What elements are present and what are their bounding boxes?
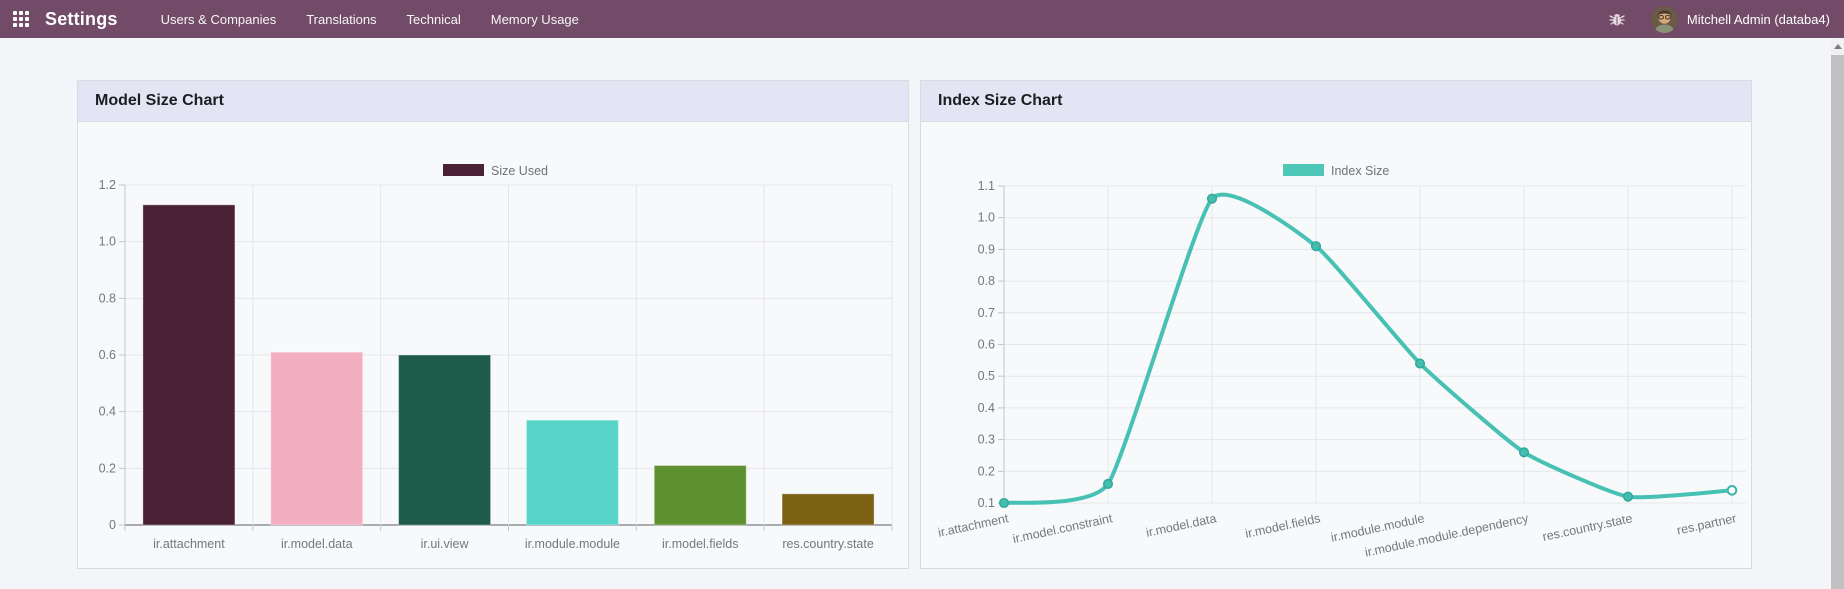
y-tick-label: 0.5 xyxy=(978,369,995,383)
index-size-card: Index Size Chart 1.1 1.0 0.9 0.8 0.7 0.6 0.5 0.… xyxy=(920,80,1752,569)
y-tick-label: 1.1 xyxy=(978,179,995,193)
bar-ir-ui-view[interactable] xyxy=(398,354,492,526)
bar-ir-module-module[interactable] xyxy=(525,419,619,526)
line-series-index-size xyxy=(1002,192,1734,505)
y-tick-label: 1.0 xyxy=(978,211,995,225)
model-size-chart-title: Model Size Chart xyxy=(95,92,224,109)
model-size-card-header: Model Size Chart xyxy=(78,81,908,122)
x-tick-label-ir-attachment: ir.attachment xyxy=(937,511,1010,540)
apps-menu-icon[interactable] xyxy=(13,10,30,28)
legend-index-size[interactable]: Index Size xyxy=(1283,164,1389,178)
point-ir-attachment[interactable] xyxy=(998,497,1010,509)
x-tick-label-res-country-state: res.country.state xyxy=(782,537,874,551)
y-tick-label: 0.2 xyxy=(978,464,995,478)
user-avatar[interactable] xyxy=(1650,5,1678,33)
x-tick-label-ir-model-fields: ir.model.fields xyxy=(662,537,738,551)
point-ir-module-module-dependency[interactable] xyxy=(1518,447,1530,458)
index-size-chart-title: Index Size Chart xyxy=(938,92,1063,109)
y-tick-label: 0.6 xyxy=(99,348,116,362)
x-tick-label-ir-model-data: ir.model.data xyxy=(281,537,353,551)
y-tick-label: 0.1 xyxy=(978,496,995,510)
y-tick-label: 1.2 xyxy=(99,178,116,192)
x-tick-label-ir-attachment: ir.attachment xyxy=(153,537,225,551)
menu-item-users-companies[interactable]: Users & Companies xyxy=(160,11,277,27)
y-tick-label: 0.8 xyxy=(978,274,995,288)
x-tick-label-res-country-state: res.country.state xyxy=(1541,511,1633,544)
point-ir-module-module[interactable] xyxy=(1414,358,1426,369)
menu-item-memory-usage[interactable]: Memory Usage xyxy=(490,11,579,27)
y-tick-label: 0.8 xyxy=(99,291,116,305)
model-size-card: Model Size Chart 1.2 1.0 0.8 0.6 0.4 0.2 0 ir.a… xyxy=(77,80,909,569)
menu-item-technical[interactable]: Technical xyxy=(406,11,461,27)
y-tick-label: 1.0 xyxy=(99,235,116,249)
y-tick-label: 0.6 xyxy=(978,338,995,352)
point-res-country-state[interactable] xyxy=(1622,491,1634,502)
top-navbar: Settings Users & Companies Translations Te… xyxy=(0,0,1844,38)
scrollbar-up-arrow-icon[interactable] xyxy=(1831,38,1844,55)
legend-label: Size Used xyxy=(491,164,548,178)
bar-res-country-state[interactable] xyxy=(781,493,875,526)
x-tick-label-ir-module-module: ir.module.module xyxy=(525,537,620,551)
legend-swatch xyxy=(1283,164,1324,176)
y-tick-label: 0.3 xyxy=(978,433,995,447)
bar-ir-model-fields[interactable] xyxy=(653,465,747,526)
y-tick-label: 0.4 xyxy=(99,405,116,419)
legend-label: Index Size xyxy=(1331,164,1389,178)
point-res-partner[interactable] xyxy=(1726,485,1738,496)
x-tick-label-ir-model-constraint: ir.model.constraint xyxy=(1011,511,1114,546)
y-tick-label: 0.7 xyxy=(978,306,995,320)
model-size-bar-chart: 1.2 1.0 0.8 0.6 0.4 0.2 0 ir.attachment ir.model… xyxy=(78,122,908,568)
bar-ir-model-data[interactable] xyxy=(270,351,364,526)
scrollbar-thumb[interactable] xyxy=(1831,55,1844,589)
top-menu: Users & Companies Translations Technical Me… xyxy=(146,0,594,38)
x-tick-label-ir-model-data: ir.model.data xyxy=(1145,511,1218,540)
app-name-settings[interactable]: Settings xyxy=(45,8,118,29)
bar-ir-attachment[interactable] xyxy=(142,204,236,526)
point-ir-model-fields[interactable] xyxy=(1310,241,1322,252)
y-tick-label: 0.9 xyxy=(978,242,995,256)
debug-icon[interactable] xyxy=(1609,11,1625,27)
index-size-card-header: Index Size Chart xyxy=(921,81,1751,122)
x-tick-label-ir-ui-view: ir.ui.view xyxy=(421,537,470,551)
point-ir-model-constraint[interactable] xyxy=(1102,478,1114,490)
legend-swatch xyxy=(443,164,484,176)
x-tick-label-ir-model-fields: ir.model.fields xyxy=(1244,511,1322,541)
x-tick-label-res-partner: res.partner xyxy=(1676,511,1738,537)
user-menu[interactable]: Mitchell Admin (databa4) xyxy=(1686,11,1830,27)
y-tick-label: 0 xyxy=(109,518,116,532)
legend-size-used[interactable]: Size Used xyxy=(443,164,548,178)
y-tick-label: 0.2 xyxy=(99,461,116,475)
menu-item-translations[interactable]: Translations xyxy=(306,11,377,27)
vertical-scrollbar[interactable] xyxy=(1831,38,1844,589)
topbar-right: Mitchell Admin (databa4) xyxy=(1609,5,1844,33)
y-tick-label: 0.4 xyxy=(978,401,995,415)
index-size-line-chart: 1.1 1.0 0.9 0.8 0.7 0.6 0.5 0.4 0.3 0.2 0.1 ir.atta… xyxy=(921,122,1751,568)
point-ir-model-data[interactable] xyxy=(1206,193,1218,204)
